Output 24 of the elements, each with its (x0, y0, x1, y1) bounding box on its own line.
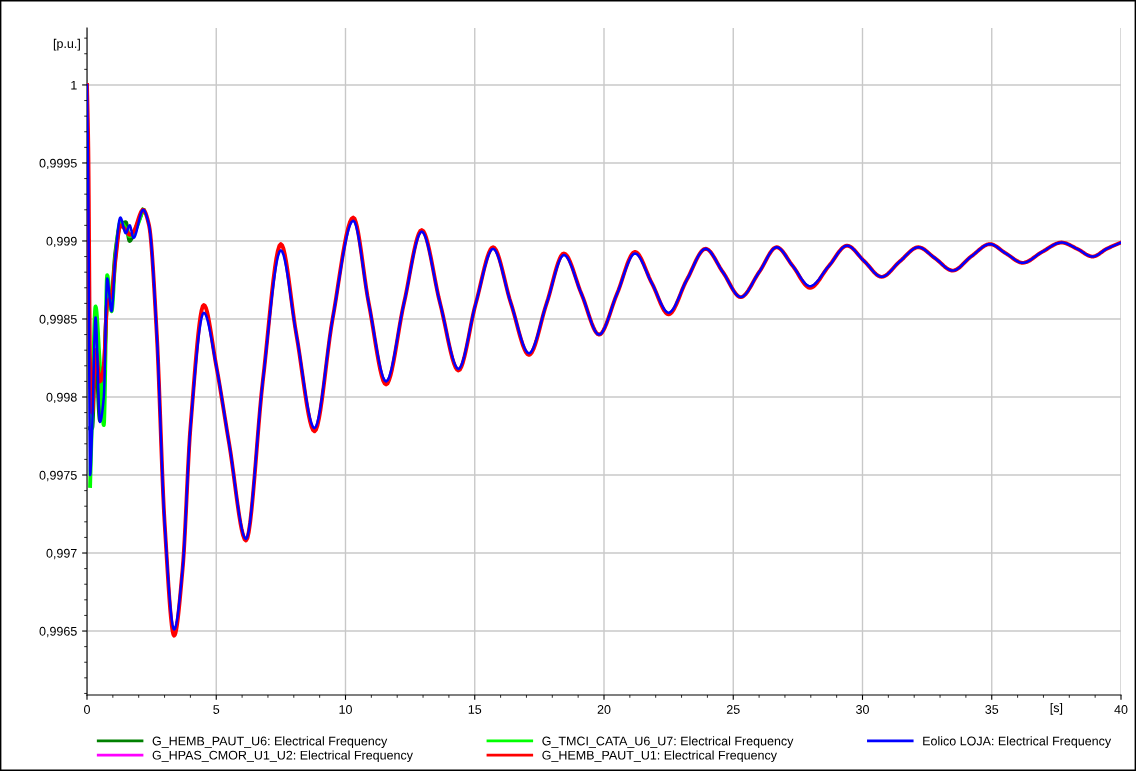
y-tick-label: 0,9995 (39, 158, 77, 170)
legend-label: G_TMCI_CATA_U6_U7: Electrical Frequency (542, 736, 794, 748)
y-tick-label: 1 (71, 80, 77, 90)
x-tick-label: 15 (468, 705, 482, 714)
y-tick-label: 0,997 (46, 548, 77, 560)
x-tick-label: 35 (985, 705, 999, 714)
x-tick-label: 20 (597, 705, 611, 714)
x-tick-label: 30 (856, 705, 869, 714)
legend-label: Eolico LOJA: Electrical Frequency (923, 736, 1112, 748)
legend-label: G_HEMB_PAUT_U1: Electrical Frequency (542, 750, 777, 763)
legend-label: G_HPAS_CMOR_U1_U2: Electrical Frequency (152, 750, 413, 763)
y-tick-label: 0,999 (46, 236, 77, 248)
y-tick-label: 0,9985 (39, 314, 77, 326)
legend-label: G_HEMB_PAUT_U6: Electrical Frequency (152, 736, 388, 748)
y-axis-title: [p.u.] (53, 38, 80, 51)
x-tick-label: 0 (84, 705, 90, 714)
x-tick-label: 10 (339, 705, 352, 714)
y-tick-label: 0,9975 (39, 470, 77, 482)
y-tick-label: 0,998 (46, 392, 77, 404)
x-tick-label: 25 (726, 705, 740, 714)
y-tick-label: 0,9965 (39, 626, 77, 638)
x-tick-label: 40 (1114, 705, 1128, 714)
x-axis-title: [s] (1050, 703, 1063, 715)
x-tick-label: 5 (213, 705, 220, 714)
